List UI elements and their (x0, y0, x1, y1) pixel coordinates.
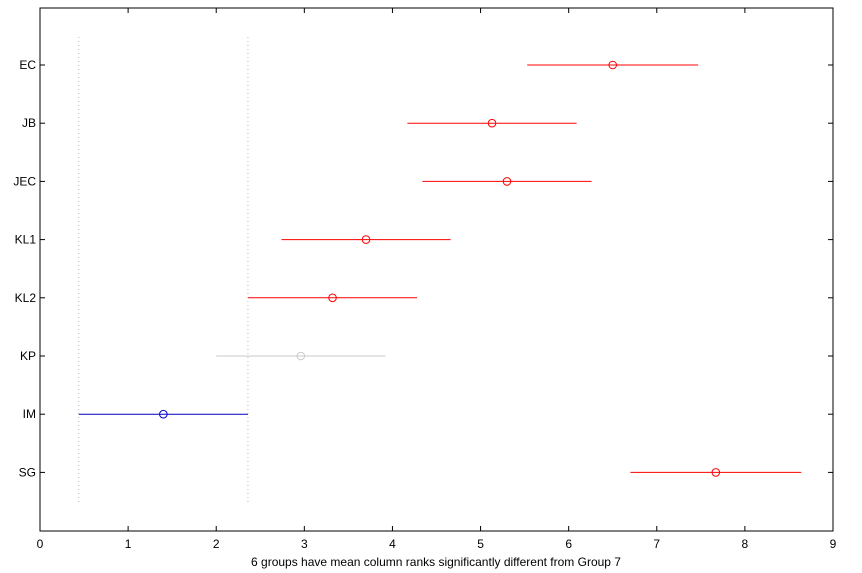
mean-marker-im (159, 409, 168, 419)
y-tick-label-jb: JB (22, 116, 36, 130)
x-tick-label: 6 (565, 537, 572, 551)
x-tick-label: 4 (389, 537, 396, 551)
y-tick-label-sg: SG (19, 465, 36, 479)
x-tick-label: 7 (653, 537, 660, 551)
y-tick-label-jec: JEC (13, 174, 36, 188)
axis-ticks: 0 1 2 3 4 5 6 7 8 9 EC JB JEC KL1 KL2 KP IM SG (13, 8, 837, 551)
y-tick-label-kl2: KL2 (15, 291, 37, 305)
x-tick-label: 2 (213, 537, 220, 551)
mean-marker-kl1 (361, 235, 371, 244)
interval-marks (78, 60, 802, 477)
mean-marker-ec (608, 60, 618, 70)
x-tick-label: 5 (477, 537, 484, 551)
y-tick-label-kl1: KL1 (15, 233, 37, 247)
x-tick-label: 1 (125, 537, 132, 551)
x-tick-label: 3 (301, 537, 308, 551)
x-axis-label: 6 groups have mean column ranks signific… (251, 555, 621, 569)
y-tick-label-im: IM (23, 407, 36, 421)
mean-marker-kp (296, 351, 306, 361)
mean-marker-kl2 (328, 293, 337, 303)
mean-marker-sg (711, 468, 721, 477)
y-tick-label-kp: KP (20, 349, 36, 363)
reference-lines (78, 37, 249, 503)
x-tick-label: 8 (742, 537, 749, 551)
x-tick-label: 0 (37, 537, 44, 551)
x-tick-label: 9 (830, 537, 837, 551)
mean-marker-jec (502, 177, 512, 186)
mean-marker-jb (487, 118, 497, 128)
plot-area (39, 7, 834, 532)
y-tick-label-ec: EC (19, 58, 36, 72)
